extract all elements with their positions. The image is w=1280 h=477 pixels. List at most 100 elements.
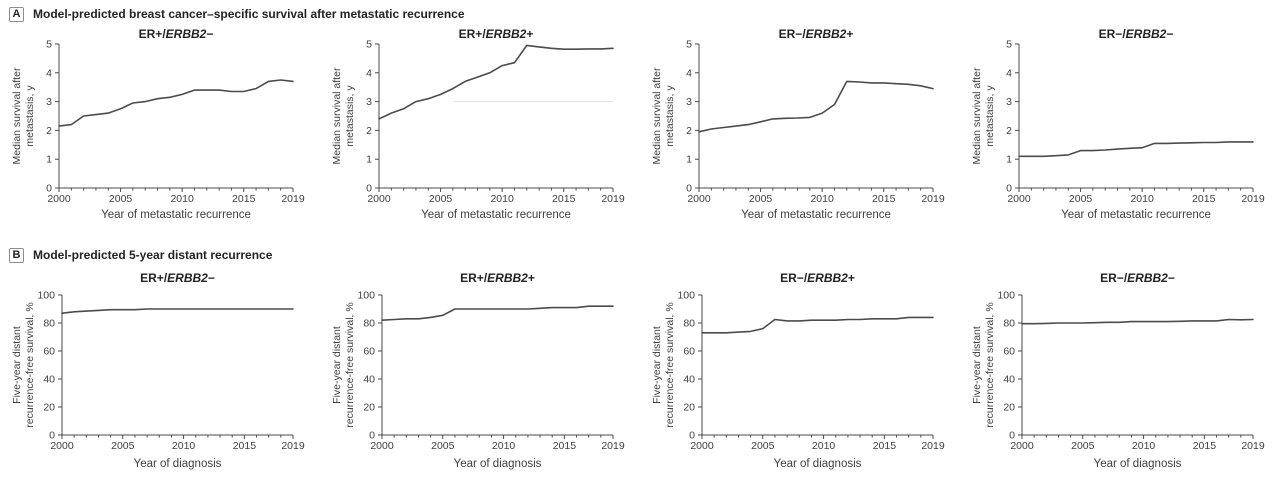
x-tick-label: 2005 [109,193,133,205]
panel-b-label: B [9,247,24,263]
x-tick-label: 2000 [367,193,391,205]
y-tick-label: 4 [1006,67,1012,79]
x-tick-label: 2015 [232,193,256,205]
chart-svg: ER−/ERBB2− 0 1 2 3 4 5 2000 2005 2010 2015 2019 Year… [971,27,1265,221]
y-tick-label: 4 [46,67,52,79]
y-axis-title: Five-year distantrecurrence-free surviva… [331,302,356,427]
chart-svg: ER−/ERBB2+ 0 1 2 3 4 5 2000 2005 2010 2015 2019 Year… [651,27,945,221]
y-tick-label: 1 [686,154,692,166]
y-tick-label: 20 [43,402,55,414]
x-tick-label: 2015 [872,193,896,205]
y-tick-label: 2 [366,125,372,137]
y-tick-label: 80 [363,318,375,330]
y-tick-label: 80 [43,318,55,330]
chart-title: ER+/ERBB2+ [459,27,534,41]
x-tick-label: 2005 [429,193,453,205]
series-line [61,308,294,315]
x-tick-label: 2010 [1130,193,1154,205]
x-tick-label: 2019 [1241,440,1265,452]
y-tick-label: 4 [366,67,372,79]
y-axis-title: Median survival aftermetastasis, y [651,67,676,164]
x-tick-label: 2019 [921,193,945,205]
y-tick-label: 0 [46,183,52,195]
x-tick-label: 2000 [690,440,714,452]
y-tick-label: 1 [366,154,372,166]
x-tick-label: 2019 [921,440,945,452]
y-tick-label: 0 [686,183,692,195]
chart-title: ER−/ERBB2+ [779,27,854,41]
chart-survival-er-pos-erbb2-pos: ER+/ERBB2+ 0 1 2 3 4 5 2000 2005 2010 2015 2019 Year… [320,24,640,228]
x-axis-title: Year of metastatic recurrence [101,209,251,221]
x-tick-label: 2000 [1007,193,1031,205]
y-tick-label: 40 [363,374,375,386]
y-axis-title: Median survival aftermetastasis, y [11,67,36,164]
y-tick-label: 2 [1006,125,1012,137]
y-tick-label: 0 [1006,183,1012,195]
y-tick-label: 0 [369,430,375,442]
y-tick-label: 0 [1009,430,1015,442]
x-tick-label: 2015 [553,440,577,452]
y-tick-label: 80 [683,318,695,330]
chart-title: ER+/ERBB2+ [460,271,535,285]
chart-recurrence-er-neg-erbb2-neg: ER−/ERBB2− 0 20 40 60 80 100 2000 2005 2010 2015 20… [960,266,1280,476]
series-line [381,305,614,322]
x-tick-label: 2010 [172,440,196,452]
series-line [701,316,934,334]
x-tick-label: 2010 [492,440,516,452]
chart-survival-er-neg-erbb2-neg: ER−/ERBB2− 0 1 2 3 4 5 2000 2005 2010 2015 2019 Year… [960,24,1280,228]
x-axis-title: Year of diagnosis [774,458,862,470]
y-tick-label: 5 [686,39,692,51]
chart-svg: ER+/ERBB2− 0 1 2 3 4 5 2000 2005 2010 2015 2019 Year… [11,27,305,221]
x-axis-title: Year of metastatic recurrence [421,209,571,221]
x-axis-title: Year of diagnosis [1094,458,1182,470]
x-tick-label: 2010 [810,193,834,205]
x-tick-label: 2005 [431,440,455,452]
x-axis-title: Year of diagnosis [134,458,222,470]
y-axis-title: Median survival aftermetastasis, y [971,67,996,164]
chart-svg: ER+/ERBB2+ 0 20 40 60 80 100 2000 2005 2010 2015 20… [331,271,625,470]
y-tick-label: 40 [683,374,695,386]
y-tick-label: 60 [43,346,55,358]
panel-b-title: Model-predicted 5-year distant recurrenc… [33,248,273,262]
x-tick-label: 2015 [1192,193,1216,205]
x-axis-title: Year of metastatic recurrence [1061,209,1211,221]
y-tick-label: 2 [686,125,692,137]
series-line [1018,141,1254,158]
y-tick-label: 100 [357,290,375,302]
panel-a-title: Model-predicted breast cancer–specific s… [33,7,465,21]
chart-recurrence-er-pos-erbb2-pos: ER+/ERBB2+ 0 20 40 60 80 100 2000 2005 2010 2015 20… [320,266,640,476]
x-tick-label: 2010 [490,193,514,205]
chart-survival-er-pos-erbb2-neg: ER+/ERBB2− 0 1 2 3 4 5 2000 2005 2010 2015 2019 Year… [0,24,320,228]
x-tick-label: 2000 [47,193,71,205]
y-tick-label: 1 [1006,154,1012,166]
y-tick-label: 5 [1006,39,1012,51]
y-tick-label: 3 [686,96,692,108]
panel-a-label: A [9,6,24,22]
chart-title: ER+/ERBB2− [139,27,214,41]
chart-title: ER+/ERBB2− [140,271,215,285]
x-tick-label: 2000 [1010,440,1034,452]
x-tick-label: 2015 [873,440,897,452]
panel-a-header: A Model-predicted breast cancer–specific… [9,6,465,22]
y-tick-label: 20 [1003,402,1015,414]
x-tick-label: 2010 [812,440,836,452]
series-line [378,44,614,120]
x-tick-label: 2010 [1132,440,1156,452]
x-tick-label: 2015 [233,440,257,452]
x-tick-label: 2019 [281,440,305,452]
x-tick-label: 2000 [50,440,74,452]
y-tick-label: 1 [46,154,52,166]
y-tick-label: 5 [366,39,372,51]
y-axis-title: Median survival aftermetastasis, y [331,67,356,164]
y-tick-label: 60 [683,346,695,358]
x-tick-label: 2005 [1071,440,1095,452]
chart-svg: ER+/ERBB2+ 0 1 2 3 4 5 2000 2005 2010 2015 2019 Year… [331,27,625,221]
x-tick-label: 2005 [749,193,773,205]
chart-survival-er-neg-erbb2-pos: ER−/ERBB2+ 0 1 2 3 4 5 2000 2005 2010 2015 2019 Year… [640,24,960,228]
y-tick-label: 0 [366,183,372,195]
chart-svg: ER−/ERBB2− 0 20 40 60 80 100 2000 2005 2010 2015 20… [971,271,1265,470]
y-tick-label: 80 [1003,318,1015,330]
y-tick-label: 0 [49,430,55,442]
chart-svg: ER+/ERBB2− 0 20 40 60 80 100 2000 2005 2010 2015 20… [11,271,305,470]
